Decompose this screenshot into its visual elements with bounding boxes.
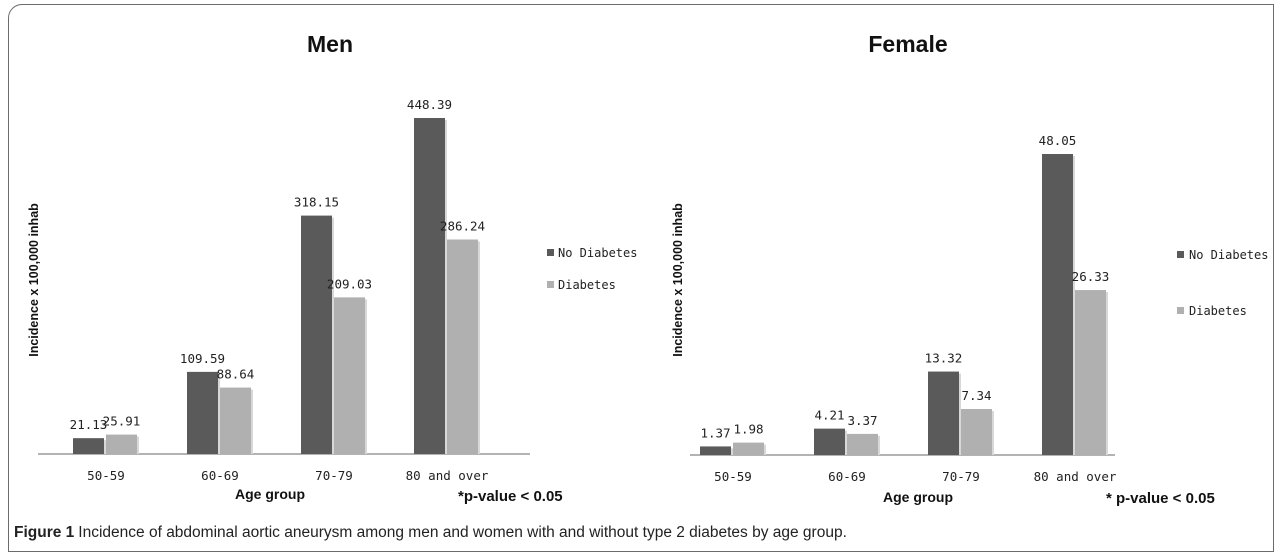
figure-frame [8,4,1274,552]
bar-no-diabetes-70-79 [928,371,959,455]
bar-no-diabetes-50-59 [73,438,104,454]
x-tick-label: 60-69 [201,468,239,483]
bar-no-diabetes-70-79 [301,215,332,454]
data-label-no-diabetes-80-and-over: 448.39 [407,97,452,112]
chart-female-bars: 1.37 1.98 4.21 3.37 13.32 7.34 48.05 26.33 [700,133,1109,455]
x-tick-label: 80 and over [1034,469,1117,484]
bar-diabetes-70-79 [334,297,365,454]
chart-female-xlabel: Age group [883,489,953,505]
legend-label-no-diabetes: No Diabetes [1189,248,1268,262]
legend-swatch-diabetes [547,281,554,288]
chart-men: Men Incidence x 100,000 inhab 21.1325.91… [27,31,637,505]
bar-diabetes-80-and-over [447,239,478,454]
figure-caption: Figure 1 Incidence of abdominal aortic an… [14,524,847,542]
data-label-no-diabetes-50-59: 1.37 [700,425,730,440]
x-tick-label: 50-59 [714,469,752,484]
chart-men-legend: No Diabetes Diabetes [547,246,637,292]
figure-charts: Men Incidence x 100,000 inhab 21.1325.91… [27,31,1268,507]
data-label-diabetes-80-and-over: 286.24 [440,219,485,234]
data-label-diabetes-50-59: 1.98 [733,422,763,437]
bar-diabetes-50-59 [733,442,764,455]
chart-female-ylabel: Incidence x 100,000 inhab [671,203,685,357]
bar-no-diabetes-60-69 [187,371,218,454]
legend-label-no-diabetes: No Diabetes [558,246,637,260]
data-label-no-diabetes-60-69: 4.21 [814,408,844,423]
data-label-diabetes-80-and-over: 26.33 [1072,269,1110,284]
chart-men-x-ticks: 50-59 60-69 70-79 80 and over [87,468,489,483]
bar-diabetes-80-and-over [1075,290,1106,455]
bar-diabetes-70-79 [961,409,992,455]
chart-female-legend: No Diabetes Diabetes [1177,248,1268,318]
x-tick-label: 50-59 [87,468,125,483]
chart-men-pvalue-note: *p-value < 0.05 [458,488,563,505]
data-label-no-diabetes-60-69: 109.59 [180,351,225,366]
data-label-no-diabetes-50-59: 21.13 [70,417,108,432]
data-label-diabetes-60-69: 3.37 [847,413,877,428]
bar-no-diabetes-80-and-over [414,118,445,454]
legend-swatch-no-diabetes [1177,251,1184,258]
bar-no-diabetes-60-69 [814,428,845,455]
bar-diabetes-60-69 [847,433,878,455]
data-label-diabetes-60-69: 88.64 [217,367,255,382]
data-label-diabetes-50-59: 25.91 [103,414,141,429]
chart-female-x-ticks: 50-59 60-69 70-79 80 and over [714,469,1117,484]
data-label-no-diabetes-80-and-over: 48.05 [1039,133,1077,148]
x-tick-label: 60-69 [828,469,866,484]
legend-swatch-diabetes [1177,307,1184,314]
data-label-diabetes-70-79: 7.34 [961,388,991,403]
x-tick-label: 70-79 [942,469,980,484]
bar-no-diabetes-50-59 [700,446,731,455]
data-label-no-diabetes-70-79: 318.15 [294,195,339,210]
bar-no-diabetes-80-and-over [1042,154,1073,455]
data-label-diabetes-70-79: 209.03 [327,276,372,291]
x-tick-label: 70-79 [315,468,353,483]
x-tick-label: 80 and over [406,468,489,483]
chart-female-pvalue-note: * p-value < 0.05 [1106,490,1215,507]
data-label-no-diabetes-70-79: 13.32 [925,351,963,366]
bar-diabetes-50-59 [106,434,137,454]
chart-female-title: Female [868,31,947,57]
chart-men-title: Men [307,31,353,57]
figure-caption-label: Figure 1 [14,524,75,541]
legend-label-diabetes: Diabetes [558,278,616,292]
legend-label-diabetes: Diabetes [1189,304,1247,318]
bar-diabetes-60-69 [220,387,251,454]
chart-men-xlabel: Age group [235,486,305,502]
chart-female: Female Incidence x 100,000 inhab 1.37 1.9… [671,31,1268,507]
legend-swatch-no-diabetes [547,249,554,256]
figure-caption-text: Incidence of abdominal aortic aneurysm a… [78,524,847,541]
chart-men-ylabel: Incidence x 100,000 inhab [27,203,41,357]
